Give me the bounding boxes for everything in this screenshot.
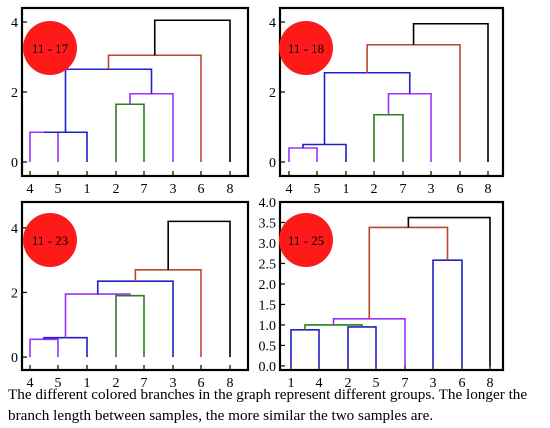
plot-frame: [20, 200, 250, 372]
badge-label: 11 - 17: [32, 41, 69, 56]
branch-7: [153, 19, 231, 162]
branch-6: [366, 43, 461, 162]
leaf-label: 2: [371, 182, 378, 197]
branch-4: [64, 293, 131, 338]
leaf-label: 5: [55, 182, 62, 197]
badge-label: 11 - 23: [32, 233, 68, 248]
dendrogram-panel-1: 0 2 4 4 5 1 2 7 3 6 8 11 - 17: [11, 6, 250, 197]
branch-1: [288, 147, 318, 162]
leaf-label: 8: [487, 376, 494, 391]
y-tick-label: 1.5: [259, 298, 277, 313]
leaf-label: 3: [170, 376, 177, 391]
leaf-label: 2: [345, 376, 352, 391]
y-tick-label: 0: [11, 351, 18, 366]
leaf-label: 8: [227, 182, 234, 197]
leaf-label: 8: [227, 376, 234, 391]
leaf-label: 5: [55, 376, 62, 391]
y-tick-label: 3.0: [259, 237, 277, 252]
branch-2: [43, 336, 88, 358]
leaf-label: 3: [430, 376, 437, 391]
leaf-label: 7: [141, 182, 148, 197]
branch-3: [373, 113, 404, 162]
branch-5: [323, 71, 411, 145]
leaf-label: 1: [343, 182, 350, 197]
branch-1: [29, 338, 59, 358]
branch-6: [134, 269, 202, 358]
y-tick-label: 4: [269, 16, 276, 31]
y-tick-label: 0.5: [259, 339, 277, 354]
branch-6: [107, 54, 202, 162]
leaf-label: 8: [485, 182, 492, 197]
leaf-label: 1: [84, 182, 91, 197]
leaf-label: 4: [27, 182, 34, 197]
branch-2: [44, 131, 88, 162]
leaf-label: 7: [402, 376, 409, 391]
y-tick-label: 4.0: [259, 196, 277, 211]
branch-3: [115, 103, 145, 162]
y-tick-label: 0.0: [259, 360, 277, 375]
branch-4: [387, 92, 432, 162]
leaf-label: 1: [288, 376, 295, 391]
badge-circle: [23, 213, 77, 267]
plot-frame: [278, 200, 505, 372]
leaf-label: 6: [459, 376, 466, 391]
badge-label: 11 - 18: [288, 41, 324, 56]
y-tick-label: 3.5: [259, 216, 277, 231]
y-tick-label: 2: [269, 86, 276, 101]
dendrogram-panel-2: 0 2 4 4 5 1 2 7 3 6 8 11 - 18: [269, 6, 505, 197]
dendrogram-panel-4: 0.0 0.5 1.0 1.5 2.0 2.5 3.0 3.5 4.0 1 4 2 5 7 3 6 8 11 - …: [259, 196, 505, 391]
badge-circle: [23, 21, 77, 75]
y-tick-label: 2: [11, 86, 18, 101]
branch-1: [290, 329, 320, 366]
branch-3: [304, 324, 363, 330]
leaf-label: 5: [373, 376, 380, 391]
leaf-label: 3: [428, 182, 435, 197]
leaf-label: 2: [113, 376, 120, 391]
leaf-label: 6: [457, 182, 464, 197]
y-tick-label: 2.0: [259, 278, 277, 293]
figure-caption: The different colored branches in the gr…: [8, 386, 528, 424]
branch-7: [412, 22, 489, 162]
branch-6: [368, 226, 449, 319]
y-tick-label: 4: [11, 16, 18, 31]
y-tick-label: 4: [11, 222, 18, 237]
leaf-label: 7: [141, 376, 148, 391]
y-tick-label: 0: [11, 156, 18, 171]
leaf-label: 7: [400, 182, 407, 197]
badge-circle: [279, 213, 333, 267]
branch-1: [29, 131, 59, 162]
leaf-label: 5: [314, 182, 321, 197]
branch-3: [115, 294, 145, 358]
y-tick-label: 2: [11, 286, 18, 301]
branch-5: [432, 259, 463, 366]
dendrogram-panel-3: 0 2 4 4 5 1 2 7 3 6 8 11 - 23: [11, 200, 250, 391]
branch-7: [167, 220, 231, 358]
branch-5: [64, 68, 153, 133]
leaf-label: 6: [198, 376, 205, 391]
branch-2: [302, 143, 347, 162]
branch-2: [347, 326, 377, 366]
leaf-label: 3: [170, 182, 177, 197]
leaf-label: 2: [113, 182, 120, 197]
badge-label: 11 - 25: [288, 233, 324, 248]
leaf-label: 6: [198, 182, 205, 197]
leaf-label: 1: [84, 376, 91, 391]
leaf-label: 4: [286, 182, 293, 197]
leaf-label: 4: [27, 376, 34, 391]
badge-circle: [279, 21, 333, 75]
branch-7: [407, 216, 491, 366]
leaf-label: 4: [316, 376, 323, 391]
branch-5: [96, 280, 174, 358]
y-tick-label: 0: [269, 156, 276, 171]
branch-4: [332, 317, 406, 366]
y-tick-label: 2.5: [259, 257, 277, 272]
y-tick-label: 1.0: [259, 319, 277, 334]
